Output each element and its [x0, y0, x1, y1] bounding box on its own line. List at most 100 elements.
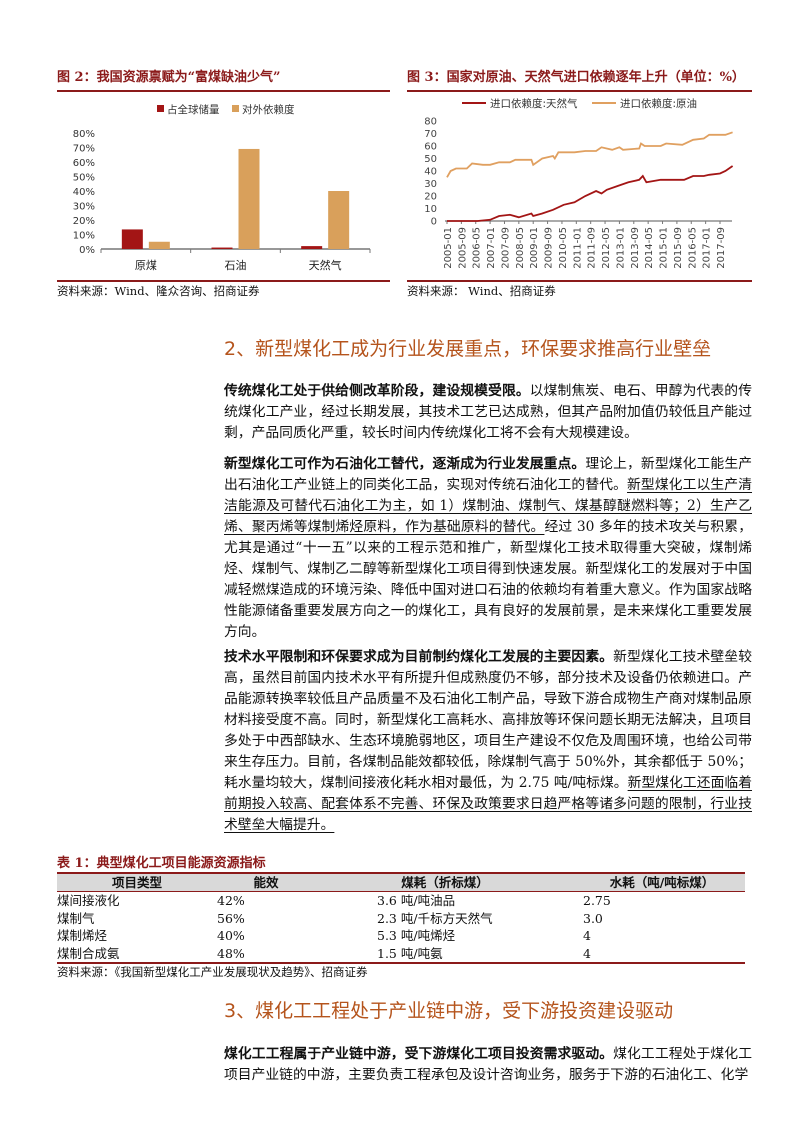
table-cell: 煤制气: [57, 910, 95, 926]
column-header: 能效: [253, 875, 279, 890]
x-tick-label: 2015-09: [673, 227, 684, 269]
table-cell: 1.5 吨/吨氨: [377, 945, 443, 961]
table-cell: 3.0: [583, 910, 603, 926]
y-tick-label: 0%: [79, 245, 95, 256]
x-tick-label: 2007-09: [500, 227, 511, 269]
table-header-row: 项目类型 能效 煤耗（折标煤） 水耗（吨/吨标煤）: [57, 872, 745, 892]
table-1-title: 表 1：典型煤化工项目能源资源指标: [57, 856, 266, 871]
paragraph-underlined-text: 新型煤化工以生产清洁能源及可替代石油化工为主，如 1）煤制油、煤制气、煤基醇醚燃…: [224, 477, 753, 535]
column-header: 水耗（吨/吨标煤）: [609, 875, 715, 890]
y-tick-label: 60%: [73, 158, 95, 169]
section-heading: 2、新型煤化工成为行业发展重点，环保要求推高行业壁垒: [224, 338, 712, 360]
table-cell: 56%: [217, 910, 245, 926]
table-row: 煤制合成氨 48% 1.5 吨/吨氨 4: [57, 945, 745, 963]
x-tick-label: 2009-01: [529, 227, 540, 269]
table-cell: 40%: [217, 928, 245, 943]
y-tick-label: 10: [424, 204, 437, 215]
y-tick-label: 50: [424, 154, 437, 165]
x-tick-label: 2011-09: [587, 227, 598, 269]
table-cell: 48%: [217, 945, 245, 961]
y-tick-label: 30%: [73, 202, 95, 213]
y-tick-label: 70: [424, 129, 437, 140]
legend-swatch: [157, 105, 164, 112]
divider: [57, 962, 745, 964]
y-tick-label: 0: [431, 217, 437, 228]
x-tick-label: 2010-05: [558, 227, 569, 269]
y-tick-label: 50%: [73, 173, 95, 184]
bar-reserve-share: [211, 247, 233, 249]
category-label: 石油: [225, 258, 247, 272]
table-row: 煤制烯烃 40% 5.3 吨/吨烯烃 4: [57, 927, 745, 945]
x-tick-label: 2007-01: [486, 227, 497, 269]
y-tick-label: 40%: [73, 187, 95, 198]
paragraph-lead: 新型煤化工可作为石油化工替代，逐渐成为行业发展重点。: [224, 456, 586, 472]
y-tick-label: 30: [424, 179, 437, 190]
paragraph-lead: 煤化工工程属于产业链中游，受下游煤化工项目投资需求驱动。: [224, 1046, 614, 1062]
y-tick-label: 20: [424, 192, 437, 203]
divider: [57, 90, 390, 92]
table-row: 煤间接液化 42% 3.6 吨/吨油品 2.75: [57, 892, 745, 910]
x-tick-label: 2014-05: [644, 227, 655, 269]
table-cell: 煤制烯烃: [57, 928, 108, 943]
table-cell: 4: [583, 928, 591, 943]
paragraph: 传统煤化工处于供给侧改革阶段，建设规模受限。以煤制焦炭、电石、甲醇为代表的传统煤…: [224, 381, 752, 444]
bar-dependency: [238, 148, 260, 249]
divider: [57, 280, 390, 282]
paragraph-text: 煤化工工程处于煤化工项目产业链的中游，主要负责工程承包及设计咨询业务，服务于下游…: [224, 1046, 752, 1083]
table-cell: 5.3 吨/吨烯烃: [377, 928, 456, 943]
section-heading: 3、煤化工工程处于产业链中游，受下游投资建设驱动: [224, 1000, 674, 1022]
y-tick-label: 80%: [73, 129, 95, 140]
bar-dependency: [148, 241, 170, 249]
body-flow: 2、新型煤化工成为行业发展重点，环保要求推高行业壁垒 传统煤化工处于供给侧改革阶…: [0, 336, 793, 1086]
y-tick-label: 60: [424, 142, 437, 153]
x-tick-label: 2005-09: [457, 227, 468, 269]
x-tick-label: 2013-09: [630, 227, 641, 269]
figure-3-source: 资料来源： Wind、招商证券: [407, 284, 556, 298]
y-tick-label: 10%: [73, 231, 95, 242]
table-cell: 42%: [217, 893, 245, 908]
x-tick-label: 2016-05: [687, 227, 698, 269]
paragraph-text: 新型煤化工技术壁垒较高，虽然目前国内技术水平有所提升但成熟度仍不够，部分技术及设…: [224, 649, 752, 791]
y-tick-label: 80: [424, 117, 437, 128]
bar-dependency: [328, 191, 350, 249]
y-tick-label: 70%: [73, 144, 95, 155]
energy-table: 项目类型 能效 煤耗（折标煤） 水耗（吨/吨标煤） 煤间接液化 42% 3.6 吨/…: [57, 872, 745, 964]
table-cell: 2.3 吨/千标方天然气: [377, 910, 493, 926]
paragraph-text: 以煤制焦炭、电石、甲醇为代表的传统煤化工产业，经过长期发展，其技术工艺已达成熟，…: [224, 383, 753, 441]
legend-label: 占全球储量: [167, 103, 220, 116]
paragraph: 新型煤化工可作为石油化工替代，逐渐成为行业发展重点。理论上，新型煤化工能生产出石…: [224, 454, 752, 643]
bar-reserve-share: [301, 246, 323, 249]
paragraph: 煤化工工程属于产业链中游，受下游煤化工项目投资需求驱动。煤化工工程处于煤化工项目…: [224, 1044, 752, 1086]
x-tick-label: 2013-01: [615, 227, 626, 269]
divider: [407, 90, 752, 92]
figure-2-title: 图 2：我国资源禀赋为“富煤缺油少气”: [57, 70, 281, 85]
figure-2-bar-chart: 0% 10% 20% 30% 40% 50% 60% 70% 80% 原煤 石油 天然气 占全球储量 对外…: [73, 103, 371, 272]
oil-dependency-line: [446, 131, 733, 178]
x-tick-label: 2008-05: [515, 227, 526, 269]
column-header: 项目类型: [111, 875, 162, 890]
figure-3-title: 图 3：国家对原油、天然气进口依赖逐年上升（单位：%）: [407, 70, 745, 85]
bar-reserve-share: [121, 229, 143, 249]
y-tick-label: 40: [424, 167, 437, 178]
x-tick-label: 2017-01: [702, 227, 713, 269]
paragraph-underlined-text: 新型煤化工还面临着前期投入较高、配套体系不完善、环保及政策要求日趋严格等诸多问题…: [224, 775, 753, 833]
table-1-source: 资料来源：《我国新型煤化工产业发展现状及趋势》、招商证券: [57, 965, 368, 979]
table-cell: 煤间接液化: [57, 893, 120, 908]
paragraph-text: 经过 30 多年的技术攻关与积累，尤其是通过“十一五”以来的工程示范和推广，新型…: [224, 519, 753, 640]
column-header: 煤耗（折标煤）: [401, 875, 489, 890]
x-tick-label: 2015-01: [659, 227, 670, 269]
legend-swatch: [232, 105, 239, 112]
paragraph-lead: 传统煤化工处于供给侧改革阶段，建设规模受限。: [224, 383, 530, 399]
gas-dependency-line: [447, 165, 734, 222]
paragraph: 技术水平限制和环保要求成为目前制约煤化工发展的主要因素。新型煤化工技术壁垒较高，…: [224, 647, 752, 836]
x-tick-label: 2006-05: [472, 227, 483, 269]
y-tick-label: 20%: [73, 216, 95, 227]
legend-label: 对外依赖度: [242, 103, 295, 116]
table-cell: 4: [583, 945, 591, 961]
table-cell: 2.75: [583, 893, 611, 908]
figure-2-source: 资料来源：Wind、隆众咨询、招商证券: [57, 284, 260, 298]
x-tick-label: 2011-01: [572, 227, 583, 269]
category-label: 原煤: [135, 259, 157, 272]
category-label: 天然气: [309, 258, 342, 272]
